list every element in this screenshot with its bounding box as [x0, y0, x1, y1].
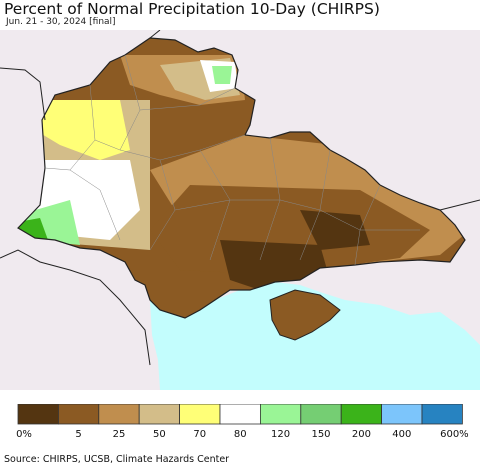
legend-label: 80 — [234, 429, 247, 440]
map-subtitle: Jun. 21 - 30, 2024 [final] — [6, 17, 116, 27]
legend-swatch — [17, 404, 59, 425]
legend-label: 5 — [75, 429, 81, 440]
legend-label: 70 — [193, 429, 206, 440]
legend-labels: 0% 5 25 50 70 80 120 150 200 400 600% — [16, 429, 469, 440]
source-text: Source: CHIRPS, UCSB, Climate Hazards Ce… — [4, 454, 230, 465]
ukraine-outline — [17, 37, 466, 319]
legend-label: 200 — [352, 429, 371, 440]
precipitation-map — [0, 30, 480, 390]
legend-label: 150 — [311, 429, 330, 440]
legend-swatch — [421, 404, 463, 425]
legend-swatches — [17, 404, 463, 425]
legend-swatch — [219, 404, 261, 425]
legend-label: 120 — [271, 429, 290, 440]
map-title: Percent of Normal Precipitation 10-Day (… — [4, 0, 380, 18]
legend-swatch — [179, 404, 221, 425]
legend-label: 400 — [392, 429, 411, 440]
legend-swatch — [340, 404, 383, 425]
crimea — [269, 289, 341, 341]
oblast-borders — [44, 54, 420, 266]
legend-label: 25 — [113, 429, 126, 440]
legend-label: 50 — [153, 429, 166, 440]
legend-swatch — [259, 404, 302, 425]
legend-swatch — [381, 404, 423, 425]
legend-swatch — [58, 404, 100, 425]
precipitation-legend: 0% 5 25 50 70 80 120 150 200 400 600% — [16, 404, 469, 440]
legend-swatch — [300, 404, 342, 425]
legend-label: 600% — [440, 429, 469, 440]
legend-swatch — [138, 404, 180, 425]
neighbor-borders — [0, 30, 480, 366]
legend-label: 0% — [16, 429, 32, 440]
legend-swatch — [98, 404, 140, 425]
black-sea — [150, 282, 480, 390]
